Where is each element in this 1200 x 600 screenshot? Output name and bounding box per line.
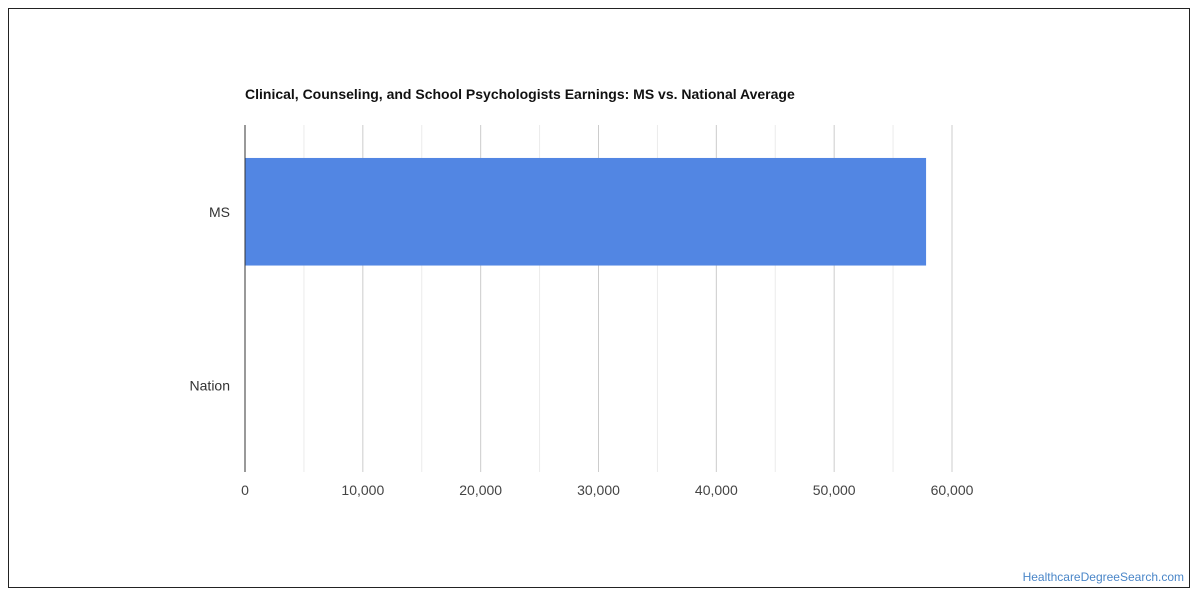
site-watermark: HealthcareDegreeSearch.com	[1022, 570, 1184, 584]
category-label-nation: Nation	[190, 377, 230, 393]
chart-title: Clinical, Counseling, and School Psychol…	[245, 86, 795, 102]
label-layer: MS Nation 0 10,000 20,000 30,000 40,000 50,000 6…	[190, 204, 974, 498]
x-tick-label: 30,000	[577, 482, 620, 498]
category-label-ms: MS	[209, 204, 230, 220]
x-tick-label: 60,000	[931, 482, 974, 498]
x-tick-label: 50,000	[813, 482, 856, 498]
x-tick-label: 0	[241, 482, 249, 498]
bar-ms	[245, 157, 927, 266]
x-tick-label: 20,000	[459, 482, 502, 498]
bar-layer	[245, 157, 927, 266]
x-tick-label: 40,000	[695, 482, 738, 498]
x-tick-label: 10,000	[341, 482, 384, 498]
